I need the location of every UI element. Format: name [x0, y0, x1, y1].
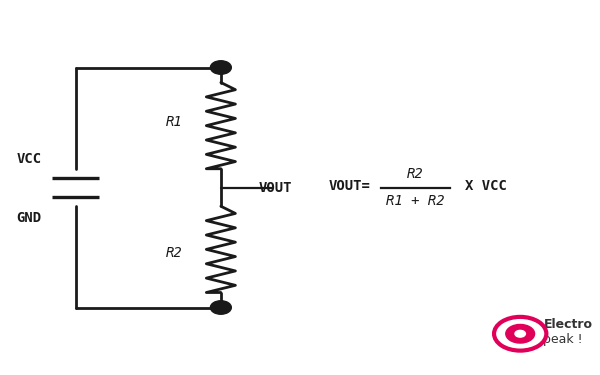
Text: R2: R2 — [407, 167, 424, 182]
Circle shape — [506, 324, 535, 343]
Circle shape — [211, 301, 232, 314]
Text: X VCC: X VCC — [465, 178, 507, 193]
Circle shape — [211, 61, 232, 74]
Text: R1 + R2: R1 + R2 — [386, 194, 445, 208]
Text: VCC: VCC — [16, 152, 41, 166]
Circle shape — [515, 330, 526, 337]
Text: peak !: peak ! — [544, 333, 583, 346]
Text: VOUT: VOUT — [259, 180, 292, 195]
Text: VOUT=: VOUT= — [328, 178, 370, 193]
Text: R2: R2 — [166, 246, 183, 260]
Text: R1: R1 — [166, 115, 183, 129]
Text: Electro: Electro — [544, 318, 592, 331]
Text: GND: GND — [16, 210, 41, 225]
